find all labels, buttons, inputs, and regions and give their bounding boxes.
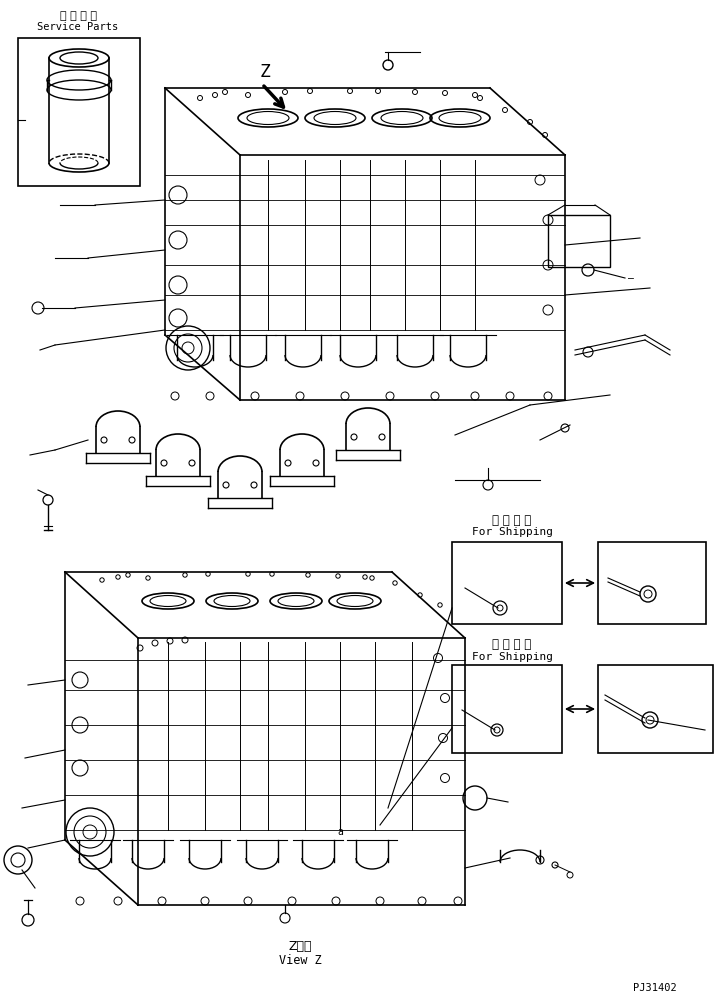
Text: 補 給 専 用: 補 給 専 用 bbox=[60, 11, 97, 21]
Bar bbox=[452, 542, 562, 624]
Text: For Shipping: For Shipping bbox=[472, 652, 553, 662]
Text: Service Parts: Service Parts bbox=[37, 22, 118, 32]
Text: Z: Z bbox=[260, 63, 270, 81]
Bar bbox=[452, 665, 562, 753]
Text: PJ31402: PJ31402 bbox=[633, 983, 677, 993]
Bar bbox=[18, 38, 140, 186]
Text: a: a bbox=[337, 827, 343, 837]
Text: 運 搬 部 品: 運 搬 部 品 bbox=[493, 638, 531, 651]
Text: —: — bbox=[628, 273, 634, 283]
Bar bbox=[548, 215, 610, 267]
Text: 運 搬 部 品: 運 搬 部 品 bbox=[493, 513, 531, 526]
Text: Z　視: Z 視 bbox=[288, 940, 312, 953]
Bar bbox=[598, 665, 713, 753]
Bar bbox=[598, 542, 706, 624]
Text: View Z: View Z bbox=[279, 954, 321, 967]
Text: For Shipping: For Shipping bbox=[472, 527, 553, 537]
